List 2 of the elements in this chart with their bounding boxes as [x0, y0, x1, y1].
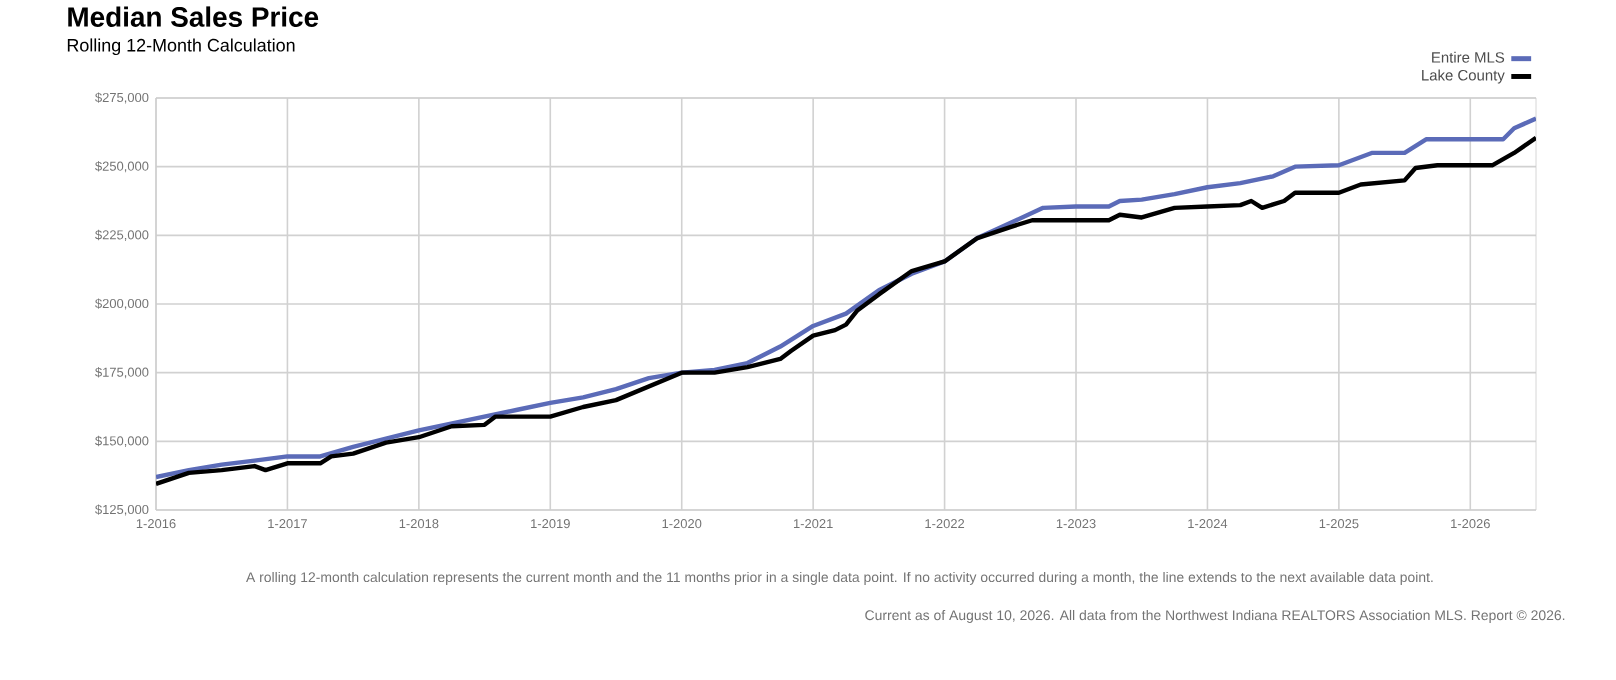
- chart-title: Median Sales Price: [68, 6, 319, 27]
- chart-subtitle: Rolling 12-Month Calculation: [67, 38, 295, 56]
